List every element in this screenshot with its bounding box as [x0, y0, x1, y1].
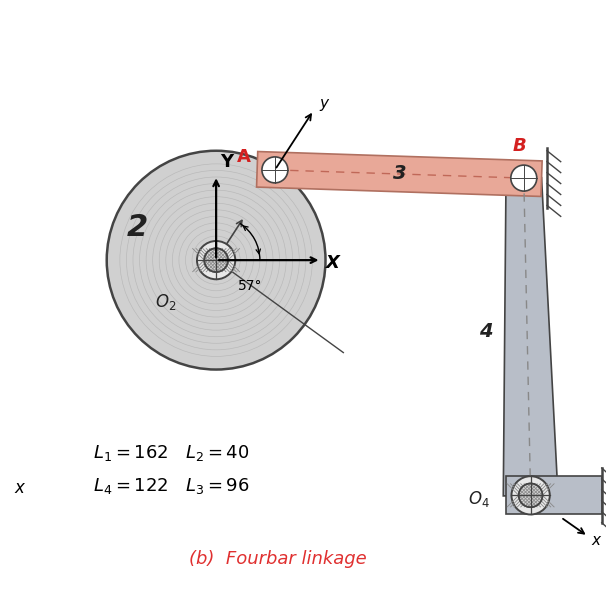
Circle shape [511, 476, 550, 514]
Polygon shape [506, 476, 601, 514]
Circle shape [518, 484, 542, 507]
Text: Y: Y [220, 153, 234, 171]
Polygon shape [257, 152, 542, 197]
Text: $L_4 = 122$   $L_3 = 96$: $L_4 = 122$ $L_3 = 96$ [93, 476, 249, 496]
Circle shape [197, 241, 235, 279]
Text: 57°: 57° [238, 279, 262, 293]
Text: 2: 2 [127, 213, 148, 241]
Text: A: A [237, 148, 251, 166]
Circle shape [107, 151, 326, 370]
Text: 4: 4 [479, 322, 493, 341]
Polygon shape [503, 177, 558, 496]
Text: $x$: $x$ [591, 533, 602, 548]
Circle shape [511, 165, 537, 191]
Text: X: X [326, 254, 339, 272]
Text: B: B [513, 137, 526, 155]
Text: $O_2$: $O_2$ [154, 291, 176, 312]
Text: 3: 3 [392, 164, 406, 184]
Text: $L_1 = 162$   $L_2 = 40$: $L_1 = 162$ $L_2 = 40$ [93, 444, 249, 463]
Text: y: y [319, 95, 328, 110]
Text: (b)  Fourbar linkage: (b) Fourbar linkage [188, 549, 367, 568]
Text: $x$: $x$ [14, 479, 26, 496]
Text: $O_4$: $O_4$ [468, 488, 489, 509]
Circle shape [204, 248, 228, 272]
Circle shape [262, 157, 288, 183]
